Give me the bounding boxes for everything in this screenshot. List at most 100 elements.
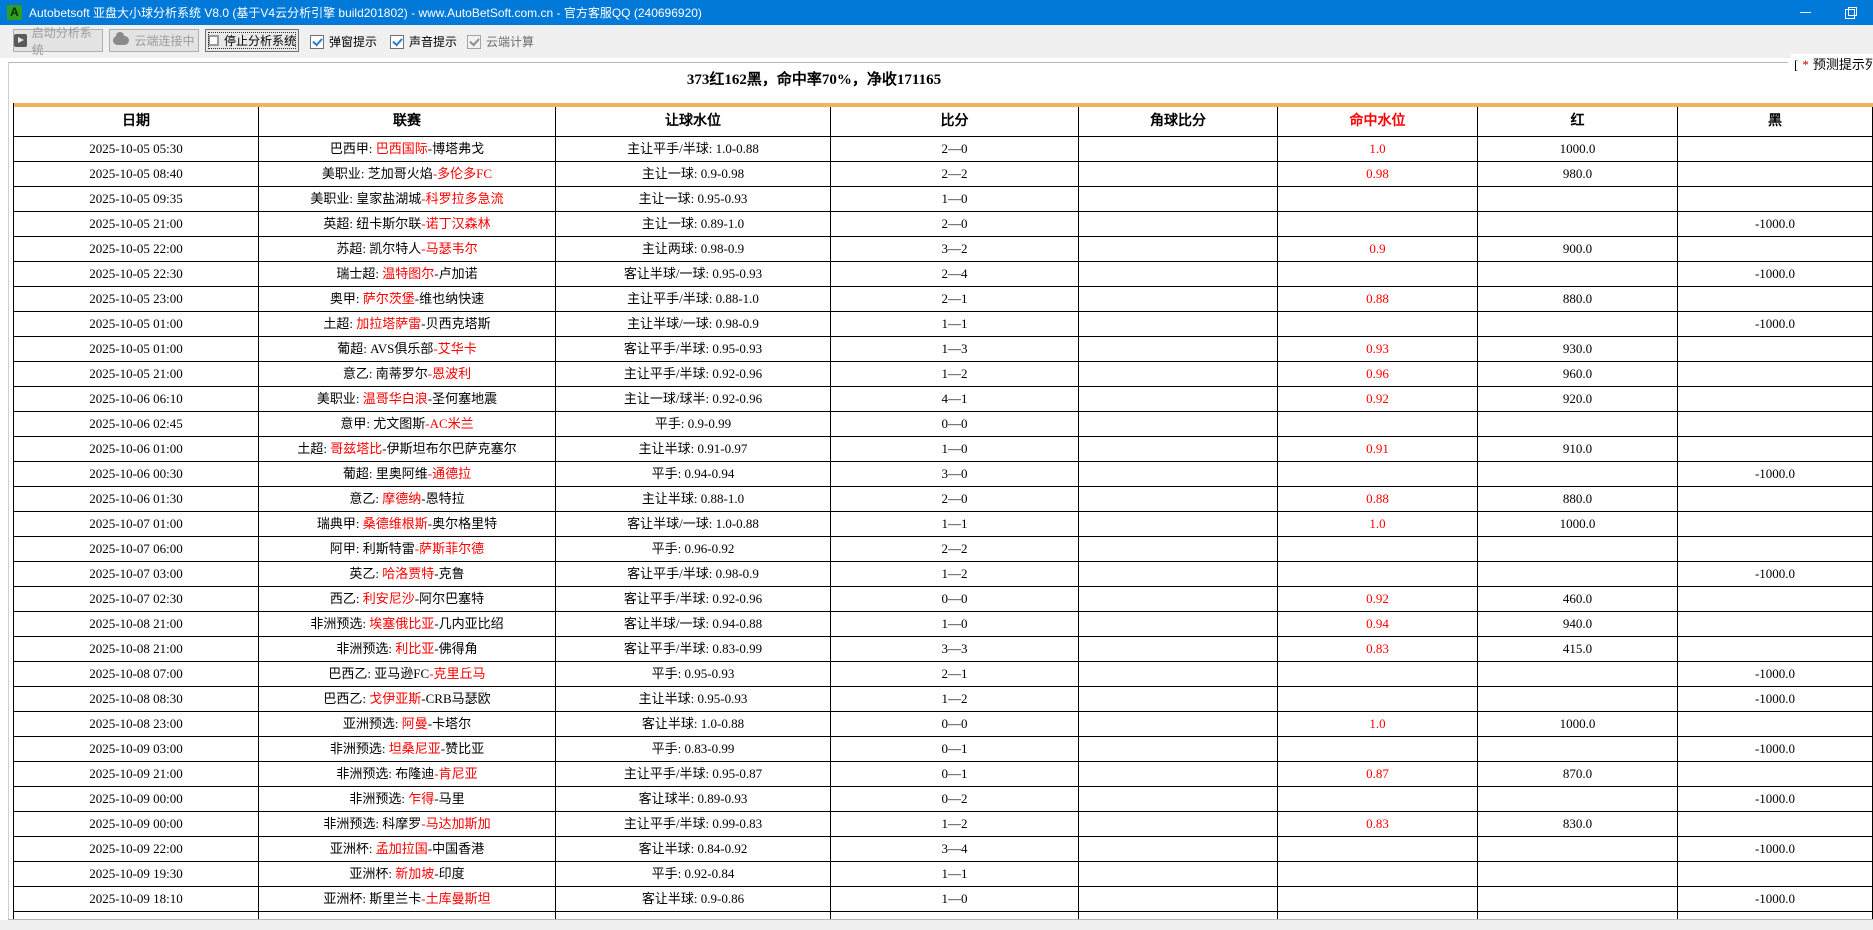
table-row[interactable]: 2025-10-09 21:00 非洲预选: 布隆迪-肯尼亚 主让平手/半球: … [14, 762, 1873, 787]
cell-date: 2025-10-05 08:40 [14, 162, 259, 186]
table-row[interactable]: 2025-10-08 23:00 亚洲预选: 阿曼-卡塔尔 客让半球: 1.0-… [14, 712, 1873, 737]
cell-corner-score [1079, 162, 1278, 186]
cell-date: 2025-10-06 01:30 [14, 487, 259, 511]
cell-hit-odds [1278, 312, 1478, 336]
cell-hit-odds [1278, 537, 1478, 561]
table-row[interactable]: 2025-10-06 00:30 葡超: 里奥阿维-通德拉 平手: 0.94-0… [14, 462, 1873, 487]
play-icon [14, 34, 27, 47]
cell-black-amount [1678, 137, 1873, 161]
table-row[interactable]: 2025-10-05 08:40 美职业: 芝加哥火焰-多伦多FC 主让一球: … [14, 162, 1873, 187]
table-row[interactable]: 2025-10-08 21:00 非洲预选: 利比亚-佛得角 客让平手/半球: … [14, 637, 1873, 662]
cell-handicap-odds: 客让半球: 1.0-0.88 [556, 712, 831, 736]
cell-handicap-odds: 主让平手/半球: 0.92-0.96 [556, 362, 831, 386]
cell-score: 1—2 [831, 562, 1079, 586]
cell-black-amount [1678, 237, 1873, 261]
cloud-compute-checkbox[interactable]: 云端计算 [467, 33, 534, 50]
table-row[interactable]: 2025-10-05 22:30 瑞士超: 温特图尔-卢加诺 客让半球/一球: … [14, 262, 1873, 287]
table-row[interactable]: 2025-10-09 03:00 非洲预选: 坦桑尼亚-赞比亚 平手: 0.83… [14, 737, 1873, 762]
table-row[interactable]: 2025-10-06 02:45 意甲: 尤文图斯-AC米兰 平手: 0.9-0… [14, 412, 1873, 437]
cell-corner-score [1079, 262, 1278, 286]
cell-red-amount: 940.0 [1478, 612, 1678, 636]
cloud-connect-button[interactable]: 云端连接中 [109, 29, 199, 52]
table-row[interactable]: 2025-10-05 01:00 葡超: AVS俱乐部-艾华卡 客让平手/半球:… [14, 337, 1873, 362]
cell-red-amount [1478, 537, 1678, 561]
cell-handicap-odds: 客让平手/半球: 0.98-0.9 [556, 562, 831, 586]
table-row[interactable]: 2025-10-09 18:10 亚洲杯: 斯里兰卡-土库曼斯坦 客让半球: 0… [14, 887, 1873, 912]
window-bottom-strip [0, 920, 1873, 930]
table-row[interactable]: 2025-10-05 09:35 美职业: 皇家盐湖城-科罗拉多急流 主让一球:… [14, 187, 1873, 212]
table-row[interactable]: 2025-10-09 00:00 非洲预选: 乍得-马里 客让球半: 0.89-… [14, 787, 1873, 812]
table-row[interactable]: 2025-10-05 22:00 苏超: 凯尔特人-马瑟韦尔 主让两球: 0.9… [14, 237, 1873, 262]
cell-score: 0—1 [831, 762, 1079, 786]
cell-handicap-odds: 客让平手/半球: 0.83-0.99 [556, 637, 831, 661]
table-row[interactable]: 2025-10-05 21:00 意乙: 南蒂罗尔-恩波利 主让平手/半球: 0… [14, 362, 1873, 387]
cell-red-amount [1478, 837, 1678, 861]
table-row[interactable]: 2025-10-09 00:00 非洲预选: 科摩罗-马达加斯加 主让平手/半球… [14, 812, 1873, 837]
table-row[interactable]: 2025-10-08 07:00 巴西乙: 亚马逊FC-克里丘马 平手: 0.9… [14, 662, 1873, 687]
cell-league: 意乙: 南蒂罗尔-恩波利 [259, 362, 556, 386]
table-row[interactable]: 2025-10-07 02:30 西乙: 利安尼沙-阿尔巴塞特 客让平手/半球:… [14, 587, 1873, 612]
cell-score: 1—2 [831, 362, 1079, 386]
table-row[interactable]: 2025-10-05 21:00 英超: 纽卡斯尔联-诺丁汉森林 主让一球: 0… [14, 212, 1873, 237]
table-row[interactable]: 2025-10-07 06:00 阿甲: 利斯特雷-萨斯菲尔德 平手: 0.96… [14, 537, 1873, 562]
table-row[interactable]: 2025-10-08 08:30 巴西乙: 戈伊亚斯-CRB马瑟欧 主让半球: … [14, 687, 1873, 712]
cell-handicap-odds: 主让半球: 0.88-1.0 [556, 487, 831, 511]
cell-hit-odds: 0.88 [1278, 487, 1478, 511]
cell-league: 亚洲杯: 新加坡-印度 [259, 862, 556, 886]
cell-league: 意乙: 摩德纳-恩特拉 [259, 487, 556, 511]
cell-black-amount [1678, 512, 1873, 536]
cell-hit-odds [1278, 462, 1478, 486]
cell-handicap-odds: 平手: 0.96-0.92 [556, 537, 831, 561]
cell-red-amount [1478, 887, 1678, 911]
sound-alert-checkbox[interactable]: 声音提示 [390, 33, 457, 50]
table-row[interactable]: 2025-10-07 01:00 瑞典甲: 桑德维根斯-奥尔格里特 客让半球/一… [14, 512, 1873, 537]
table-row[interactable]: 2025-10-06 06:10 美职业: 温哥华白浪-圣何塞地震 主让一球/球… [14, 387, 1873, 412]
groupbox-bottom-border [8, 919, 1873, 920]
header-score: 比分 [831, 107, 1079, 136]
cell-red-amount [1478, 862, 1678, 886]
app-icon: A [7, 5, 22, 20]
cell-score: 3—3 [831, 637, 1079, 661]
cell-date: 2025-10-08 08:30 [14, 687, 259, 711]
popup-alert-checkbox[interactable]: 弹窗提示 [310, 33, 377, 50]
cell-date: 2025-10-08 21:00 [14, 612, 259, 636]
minimize-button[interactable] [1783, 0, 1828, 25]
cell-hit-odds: 0.88 [1278, 287, 1478, 311]
start-analysis-button[interactable]: 启动分析系统 [13, 26, 103, 57]
cell-league: 瑞典甲: 桑德维根斯-奥尔格里特 [259, 512, 556, 536]
cell-red-amount [1478, 737, 1678, 761]
table-row[interactable]: 2025-10-09 22:00 亚洲杯: 孟加拉国-中国香港 客让半球: 0.… [14, 837, 1873, 862]
cell-handicap-odds: 主让平手/半球: 1.0-0.88 [556, 137, 831, 161]
table-row[interactable]: 2025-10-08 21:00 非洲预选: 埃塞俄比亚-几内亚比绍 客让半球/… [14, 612, 1873, 637]
cell-date: 2025-10-05 21:00 [14, 362, 259, 386]
header-black: 黑 [1678, 107, 1873, 136]
cell-red-amount [1478, 212, 1678, 236]
table-row[interactable]: 2025-10-06 01:00 土超: 哥兹塔比-伊斯坦布尔巴萨克塞尔 主让半… [14, 437, 1873, 462]
cell-league: 非洲预选: 埃塞俄比亚-几内亚比绍 [259, 612, 556, 636]
table-row[interactable]: 2025-10-05 05:30 巴西甲: 巴西国际-博塔弗戈 主让平手/半球:… [14, 137, 1873, 162]
cell-score: 1—0 [831, 612, 1079, 636]
cell-date: 2025-10-08 07:00 [14, 662, 259, 686]
table-row[interactable]: 2025-10-07 03:00 英乙: 哈洛贾特-克鲁 客让平手/半球: 0.… [14, 562, 1873, 587]
table-row[interactable]: 2025-10-05 01:00 土超: 加拉塔萨雷-贝西克塔斯 主让半球/一球… [14, 312, 1873, 337]
cell-hit-odds [1278, 262, 1478, 286]
window-title: Autobetsoft 亚盘大小球分析系统 V8.0 (基于V4云分析引擎 bu… [29, 6, 702, 20]
table-row[interactable]: 2025-10-05 23:00 奥甲: 萨尔茨堡-维也纳快速 主让平手/半球:… [14, 287, 1873, 312]
cell-handicap-odds: 主让平手/半球: 0.95-0.87 [556, 762, 831, 786]
stop-analysis-button[interactable]: 停止分析系统 [205, 29, 299, 52]
cell-corner-score [1079, 287, 1278, 311]
cell-date: 2025-10-05 23:00 [14, 287, 259, 311]
table-row[interactable]: 2025-10-06 01:30 意乙: 摩德纳-恩特拉 主让半球: 0.88-… [14, 487, 1873, 512]
cell-score: 3—2 [831, 237, 1079, 261]
cell-corner-score [1079, 437, 1278, 461]
restore-button[interactable] [1828, 0, 1873, 25]
cell-score: 0—1 [831, 737, 1079, 761]
cell-corner-score [1079, 812, 1278, 836]
cell-hit-odds [1278, 687, 1478, 711]
cell-hit-odds: 0.83 [1278, 812, 1478, 836]
cell-black-amount: -1000.0 [1678, 312, 1873, 336]
start-analysis-label: 启动分析系统 [31, 25, 92, 57]
cell-black-amount [1678, 537, 1873, 561]
table-row[interactable]: 2025-10-09 19:30 亚洲杯: 新加坡-印度 平手: 0.92-0.… [14, 862, 1873, 887]
cell-corner-score [1079, 487, 1278, 511]
